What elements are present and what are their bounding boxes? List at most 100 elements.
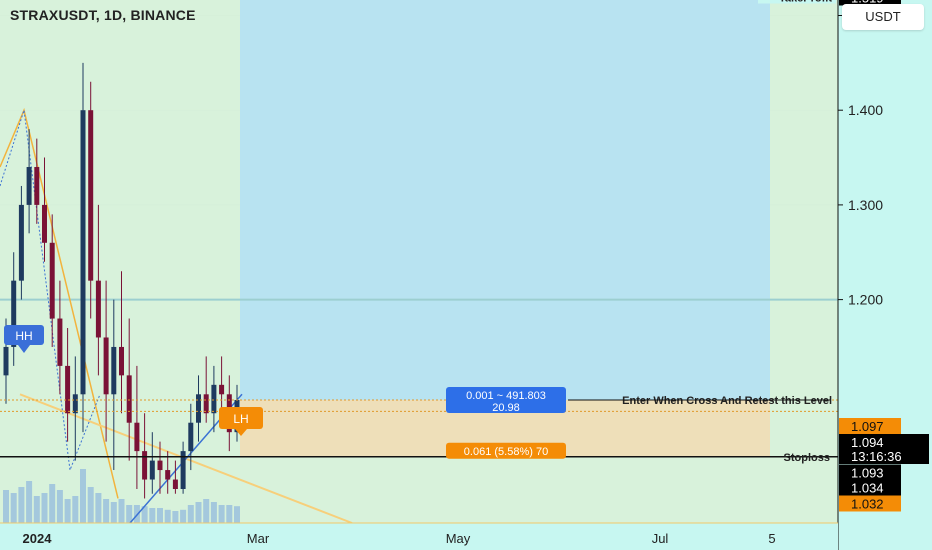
volume-bar <box>172 511 179 523</box>
price-label-bg <box>839 0 901 6</box>
volume-bar <box>226 505 233 523</box>
candle-body <box>126 375 132 423</box>
candle-body <box>134 422 140 452</box>
entry-annotation: Enter When Cross And Retest this Level <box>622 395 832 407</box>
candle-body <box>180 451 186 489</box>
candle-body <box>34 167 40 205</box>
candle-body <box>80 110 86 395</box>
volume-bar <box>110 502 117 523</box>
candle-body <box>103 337 109 395</box>
volume-bar <box>180 509 187 523</box>
volume-bar <box>49 484 56 523</box>
candle-body <box>211 384 217 414</box>
volume-bar <box>10 493 17 523</box>
price-label-countdown: 13:16:36 <box>851 449 902 464</box>
candle-body <box>57 318 63 366</box>
time-axis-tick-label: 2024 <box>23 531 53 546</box>
price-label-bg <box>839 418 901 434</box>
lh-marker-bg <box>219 407 263 429</box>
price-label: 1.032 <box>851 497 884 512</box>
price-label-bg <box>839 434 929 464</box>
volume-bar <box>164 509 171 523</box>
price-axis-tick-label: 1.400 <box>848 102 883 118</box>
candle-body <box>18 204 24 281</box>
candle-body <box>111 346 117 395</box>
volume-bar <box>103 499 110 523</box>
price-label-bg <box>839 464 901 481</box>
price-label-bg <box>839 479 901 496</box>
candle-body <box>49 242 55 319</box>
trend-line-orange <box>0 107 119 499</box>
candle-body <box>188 422 194 452</box>
candle-body <box>119 346 124 376</box>
volume-bar <box>141 506 148 523</box>
time-axis-tick-label: 5 <box>768 531 775 546</box>
volume-bar <box>126 505 133 523</box>
candle-body <box>3 346 9 376</box>
entry-label-2: 20.98 <box>492 402 520 414</box>
volume-bar <box>64 499 71 523</box>
volume-bar <box>149 508 156 523</box>
time-axis-tick-label: Mar <box>247 531 270 546</box>
volume-bar <box>72 496 79 523</box>
stop-label: 0.061 (5.58%) 70 <box>464 446 548 458</box>
time-axis-tick-label: Jul <box>652 531 669 546</box>
lh-marker-pointer <box>235 429 247 436</box>
entry-label-1: 0.001 ~ 491.803 <box>466 390 546 402</box>
lh-marker-text: LH <box>233 412 248 426</box>
candle-body <box>95 280 101 338</box>
volume-bar <box>187 505 194 523</box>
price-label: 1.094 <box>851 435 884 450</box>
take-profit-1-label-bg <box>758 0 836 4</box>
candle-body <box>42 204 47 243</box>
volume-bar <box>26 481 33 523</box>
volume-bar <box>80 469 86 523</box>
volume-bar <box>218 505 225 523</box>
entry-label-bg <box>446 386 566 413</box>
volume-bar <box>95 493 102 523</box>
volume-bar <box>234 506 240 523</box>
candle-body <box>196 394 201 423</box>
candle-body <box>172 479 178 489</box>
hh-marker-bg <box>4 325 44 345</box>
currency-button[interactable]: USDT <box>842 4 924 30</box>
time-axis-tick-label: May <box>446 531 471 546</box>
symbol-title: STRAXUSDT, 1D, BINANCE <box>10 7 196 23</box>
candle-body <box>203 394 209 414</box>
price-axis-tick-label: 1.300 <box>848 197 883 213</box>
profit-zone <box>240 0 770 400</box>
price-axis-tick-label: 1.200 <box>848 292 883 308</box>
volume-bar <box>203 499 210 523</box>
candle-body <box>11 280 17 347</box>
candle-body <box>149 460 155 480</box>
volume-bar <box>18 487 25 523</box>
volume-bar <box>118 499 125 523</box>
candle-body <box>165 470 171 480</box>
price-label: 1.519 <box>851 0 884 6</box>
candle-body <box>142 451 148 480</box>
volume-bar <box>157 508 163 523</box>
volume-bar <box>3 490 9 523</box>
hh-marker-text: HH <box>15 329 32 343</box>
wave-line-blue <box>0 110 101 471</box>
take-profit-1-label: TakeProfit <box>779 0 832 5</box>
volume-bar <box>56 490 63 523</box>
candle-body <box>88 110 94 281</box>
volume-bar <box>41 493 48 523</box>
candle-body <box>219 384 225 395</box>
price-label: 1.093 <box>851 466 884 481</box>
volume-bar <box>33 496 40 523</box>
candle-body <box>157 460 163 471</box>
price-label-bg <box>839 495 901 512</box>
volume-bar <box>87 487 94 523</box>
time-axis-background <box>0 523 838 550</box>
stoploss-annotation: Stoploss <box>784 452 830 464</box>
candle-body <box>72 394 78 414</box>
price-label: 1.034 <box>851 481 884 496</box>
candle-body <box>26 167 32 205</box>
volume-bar <box>195 502 202 523</box>
volume-bar <box>210 502 217 523</box>
stop-label-bg <box>446 442 566 459</box>
